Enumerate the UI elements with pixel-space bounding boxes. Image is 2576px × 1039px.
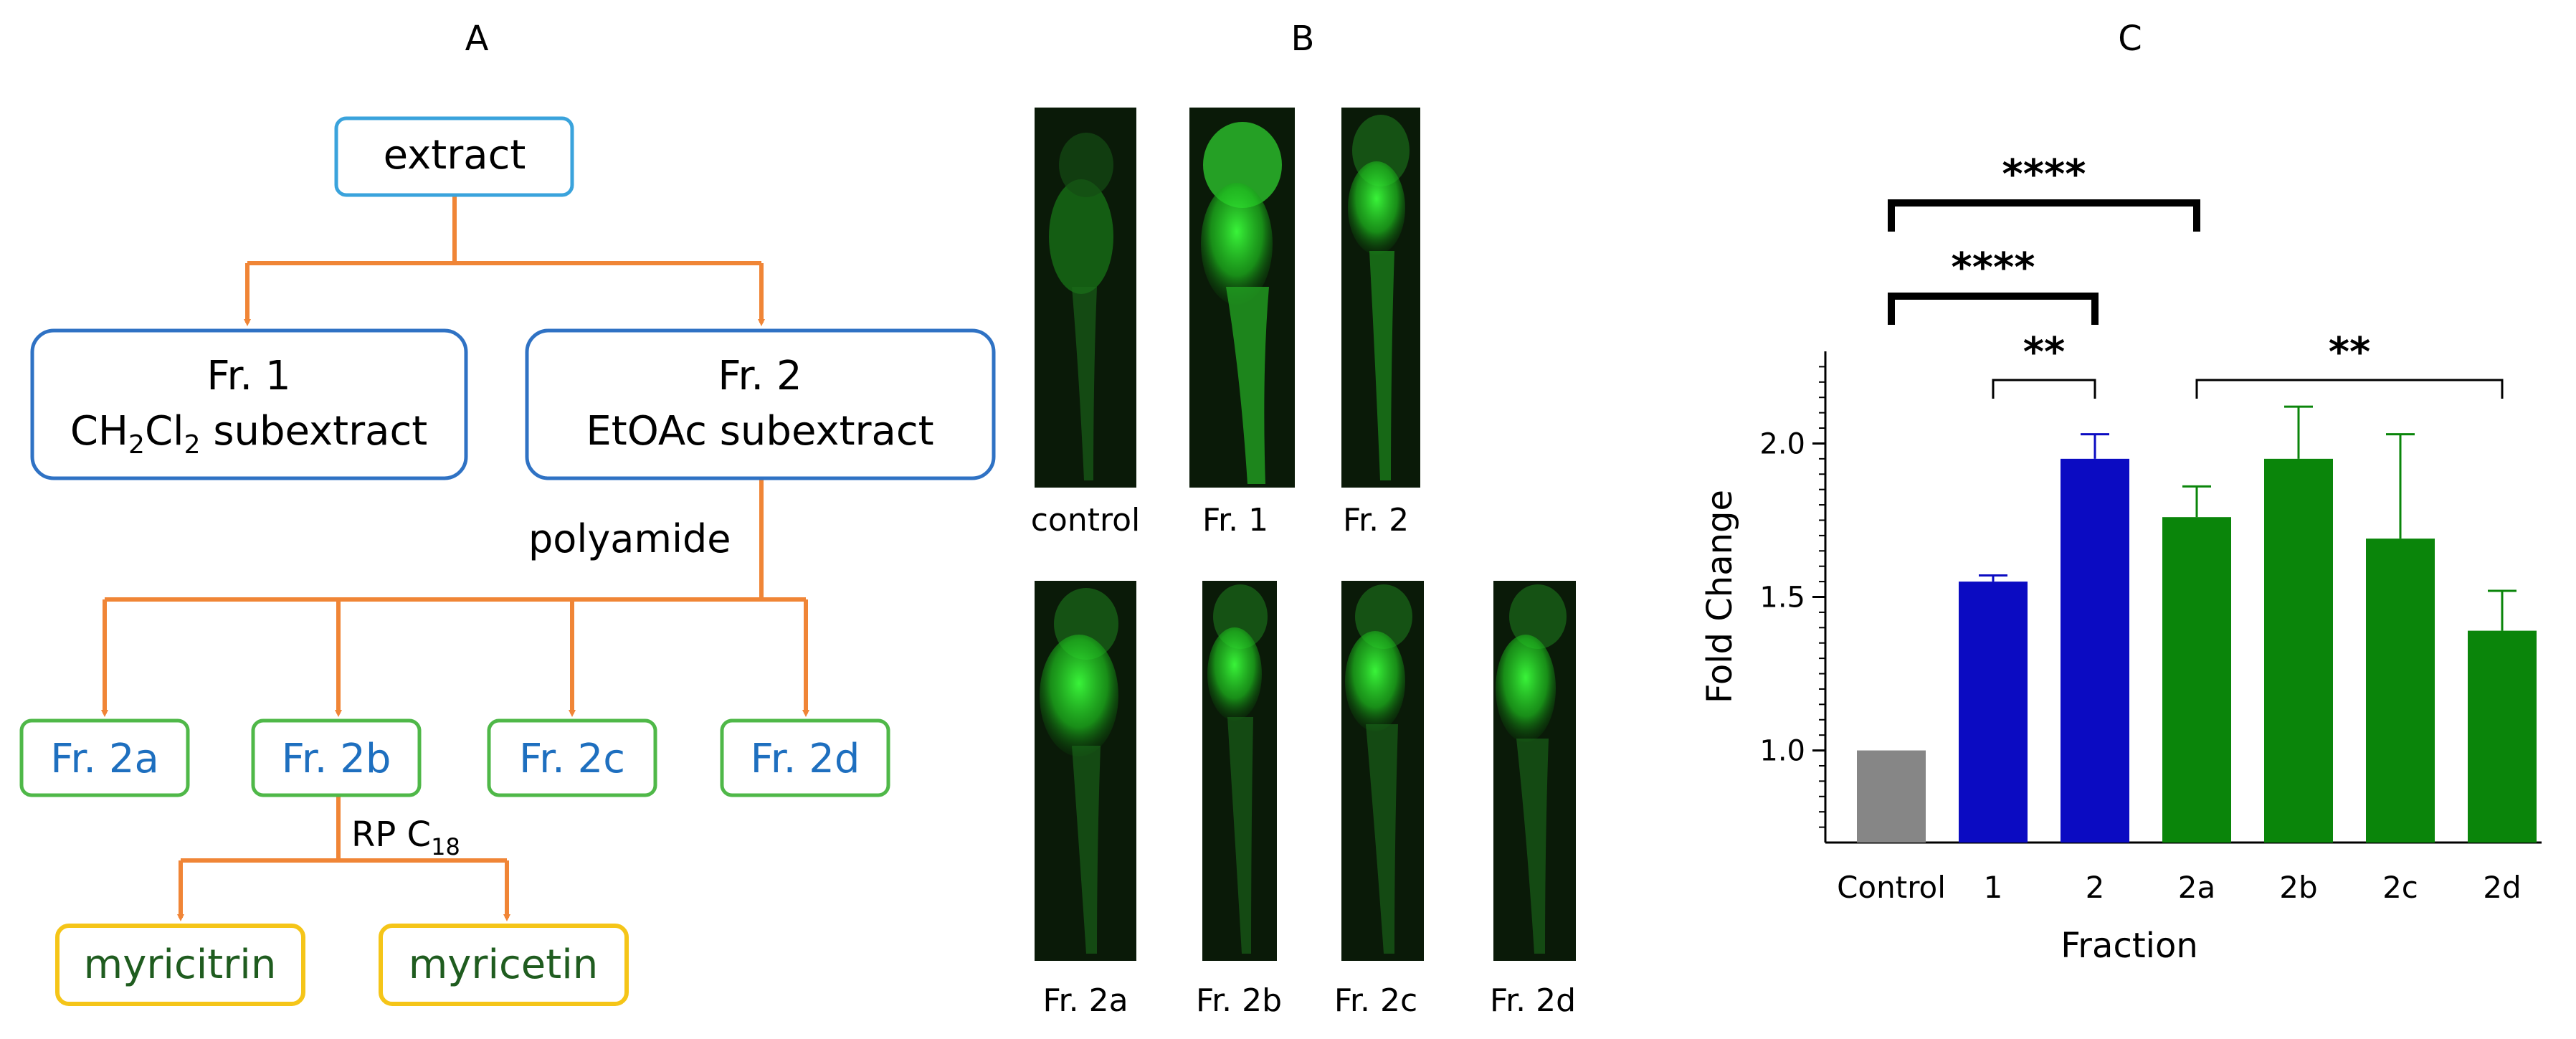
- fr2d-box: [720, 718, 890, 797]
- bar: [2366, 539, 2435, 843]
- image-fr2c: [1341, 581, 1424, 961]
- fr1-box: [30, 328, 468, 480]
- bar: [1857, 750, 1926, 843]
- extract-box: [334, 116, 574, 197]
- image-label-fr2c: Fr. 2c: [1334, 982, 1417, 1019]
- fr2c-box: [487, 718, 657, 797]
- y-tick-label: 1.5: [1759, 582, 1805, 615]
- panel-label-c: C: [2118, 19, 2142, 59]
- myricetin-box: [379, 924, 629, 1006]
- y-axis-title: Fold Change: [1700, 490, 1740, 703]
- y-tick-label: 2.0: [1759, 427, 1805, 460]
- x-tick-label: 2d: [2483, 870, 2521, 905]
- fr2d-label: Fr. 2d: [751, 736, 860, 782]
- x-axis-title: Fraction: [2061, 926, 2198, 966]
- bar: [2061, 458, 2129, 843]
- x-tick-label: 2b: [2279, 870, 2317, 905]
- significance-bracket: [2195, 379, 2504, 399]
- bar: [2162, 517, 2231, 843]
- x-tick-label: Control: [1837, 870, 1946, 905]
- fluorescence-images: [1035, 108, 1576, 961]
- fr2-subtitle: EtOAc subextract: [586, 408, 933, 455]
- myricitrin-box: [55, 924, 305, 1006]
- image-fr1: [1189, 108, 1295, 488]
- bar-chart: 1.0 1.5 2.0 Control 1 2 2a 2b 2c 2d Fraction Fold C…: [1700, 151, 2542, 966]
- significance-label: ****: [2002, 151, 2086, 198]
- bar: [2468, 630, 2537, 843]
- significance-bracket: [1888, 199, 2200, 232]
- y-tick-label: 1.0: [1759, 735, 1805, 768]
- fr2a-box: [19, 718, 190, 797]
- fr2b-label: Fr. 2b: [282, 736, 391, 782]
- fr2b-box: [251, 718, 422, 797]
- x-tick-label: 2a: [2178, 870, 2215, 905]
- fr2-box: [525, 328, 996, 480]
- image-label-fr2d: Fr. 2d: [1490, 982, 1576, 1019]
- fr2-title: Fr. 2: [718, 353, 802, 399]
- significance-label: **: [2329, 329, 2371, 376]
- panel-label-a: A: [465, 19, 489, 59]
- image-fr2b: [1202, 581, 1277, 961]
- significance-label: ****: [1951, 245, 2035, 291]
- x-tick-label: 2: [2086, 870, 2105, 905]
- image-label-fr2b: Fr. 2b: [1196, 982, 1282, 1019]
- image-fr2d: [1493, 581, 1576, 961]
- fr1-subtitle: CH2Cl2 subextract: [70, 408, 427, 460]
- bar: [2264, 458, 2333, 843]
- significance-bracket: [1992, 379, 2096, 399]
- image-label-fr2: Fr. 2: [1343, 502, 1409, 539]
- extract-label: extract: [384, 132, 526, 179]
- significance-label: **: [2023, 329, 2066, 376]
- step-rp-c18: RP C18: [351, 815, 460, 860]
- image-fr2a: [1035, 581, 1136, 961]
- image-control: [1035, 108, 1136, 488]
- x-tick-label: 1: [1984, 870, 2003, 905]
- fr2a-label: Fr. 2a: [50, 736, 159, 782]
- myricetin-label: myricetin: [409, 941, 599, 988]
- panel-label-b: B: [1291, 19, 1315, 59]
- fr1-title: Fr. 1: [206, 353, 290, 399]
- image-fr2: [1341, 108, 1420, 488]
- image-label-control: control: [1031, 502, 1141, 539]
- fr2c-label: Fr. 2c: [519, 736, 625, 782]
- myricitrin-label: myricitrin: [84, 941, 277, 988]
- image-label-fr2a: Fr. 2a: [1042, 982, 1128, 1019]
- image-label-fr1: Fr. 1: [1202, 502, 1268, 539]
- x-tick-label: 2c: [2382, 870, 2418, 905]
- significance-bracket: [1888, 293, 2099, 325]
- step-polyamide: polyamide: [528, 516, 731, 561]
- flowchart: [101, 195, 809, 921]
- bar: [1959, 582, 2028, 843]
